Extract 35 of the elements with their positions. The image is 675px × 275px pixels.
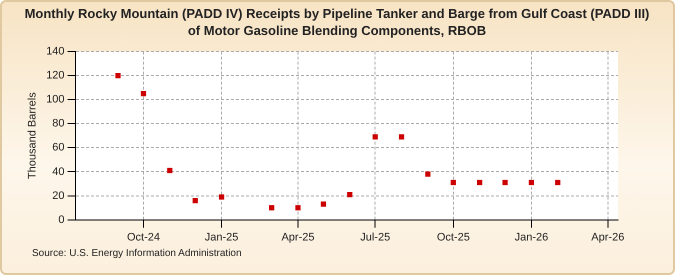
point: [140, 91, 146, 96]
x-tick-label: Oct-25: [436, 231, 470, 244]
source-note: Source: U.S. Energy Information Administration: [32, 248, 242, 259]
point: [295, 205, 301, 210]
point: [218, 194, 224, 200]
point: [320, 202, 326, 207]
y-axis-title: Thousand Barrels: [26, 92, 39, 180]
point: [450, 180, 456, 186]
x-tick-label: Oct-24: [126, 231, 160, 244]
chart-title: Monthly Rocky Mountain (PADD IV) Receipts by Pipeline Tanker and Barge from Gulf Coast (PADD III) of Motor Gasoline Blending Components, RBOB: [24, 5, 650, 39]
y-tick-label: 120: [46, 70, 65, 82]
x-tick-label: Jul-25: [360, 231, 390, 244]
point: [555, 180, 560, 186]
x-tick-label: Jan-26: [514, 231, 548, 244]
y-tick-label: 0: [58, 214, 65, 226]
point: [269, 205, 274, 210]
point: [167, 168, 172, 174]
y-tick-label: 80: [52, 118, 65, 130]
point: [502, 180, 508, 186]
point: [347, 192, 352, 198]
y-tick-label: 40: [52, 166, 65, 178]
point: [425, 172, 430, 177]
y-tick-label: 60: [52, 142, 65, 154]
point: [477, 180, 482, 186]
point: [372, 134, 378, 140]
point: [398, 134, 404, 140]
y-tick-label: 20: [52, 190, 65, 202]
y-tick-label: 100: [46, 94, 65, 106]
x-tick-label: Apr-25: [281, 231, 314, 244]
point: [192, 198, 198, 204]
x-tick-label: Apr-26: [591, 231, 624, 244]
x-tick-label: Jan-25: [204, 231, 238, 244]
y-tick-label: 140: [46, 46, 65, 58]
point: [115, 73, 121, 78]
point: [528, 180, 534, 186]
